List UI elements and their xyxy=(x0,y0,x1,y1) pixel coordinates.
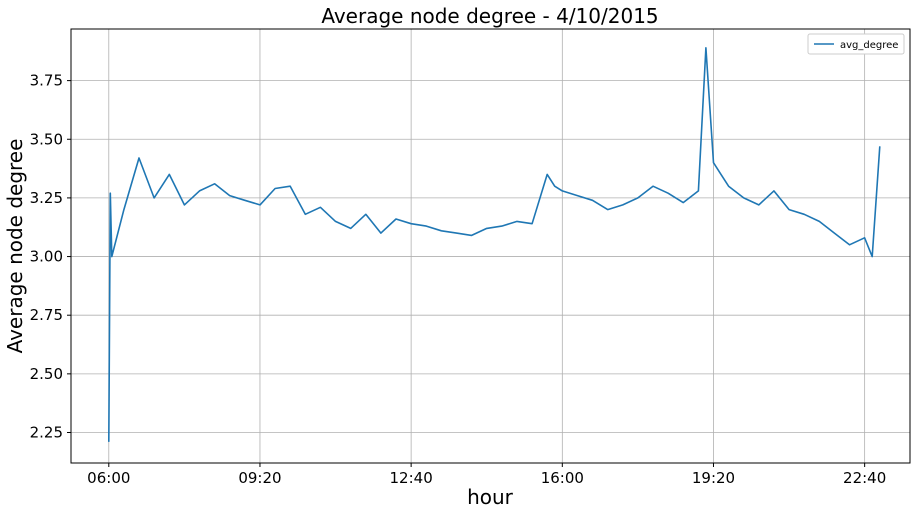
series-line-avg_degree xyxy=(108,46,881,442)
legend-label: avg_degree xyxy=(840,40,898,51)
x-tick-label: 06:00 xyxy=(87,469,130,487)
legend: avg_degree xyxy=(807,33,905,55)
axes-frame xyxy=(70,28,911,464)
y-axis-label: Average node degree xyxy=(3,139,27,354)
y-tick-label: 3.50 xyxy=(30,130,63,148)
y-tick-label: 2.25 xyxy=(30,424,63,442)
grid-lines xyxy=(71,29,910,463)
x-tick-label: 22:40 xyxy=(843,469,886,487)
chart-title: Average node degree - 4/10/2015 xyxy=(321,4,658,28)
x-tick-label: 16:00 xyxy=(541,469,584,487)
y-tick-label: 3.75 xyxy=(30,72,63,90)
y-tick-label: 3.00 xyxy=(30,248,63,266)
x-tick-label: 09:20 xyxy=(238,469,281,487)
x-tick-label: 12:40 xyxy=(390,469,433,487)
plot-area xyxy=(108,46,881,442)
legend-box xyxy=(807,33,905,55)
x-axis-label: hour xyxy=(467,485,514,509)
x-tick-label: 19:20 xyxy=(692,469,735,487)
y-tick-label: 2.75 xyxy=(30,306,63,324)
axis-ticks: 06:00 09:20 12:40 16:00 19:20 22:40 2.25 2.50 2.… xyxy=(30,72,887,487)
y-tick-label: 3.25 xyxy=(30,189,63,207)
y-tick-label: 2.50 xyxy=(30,365,63,383)
